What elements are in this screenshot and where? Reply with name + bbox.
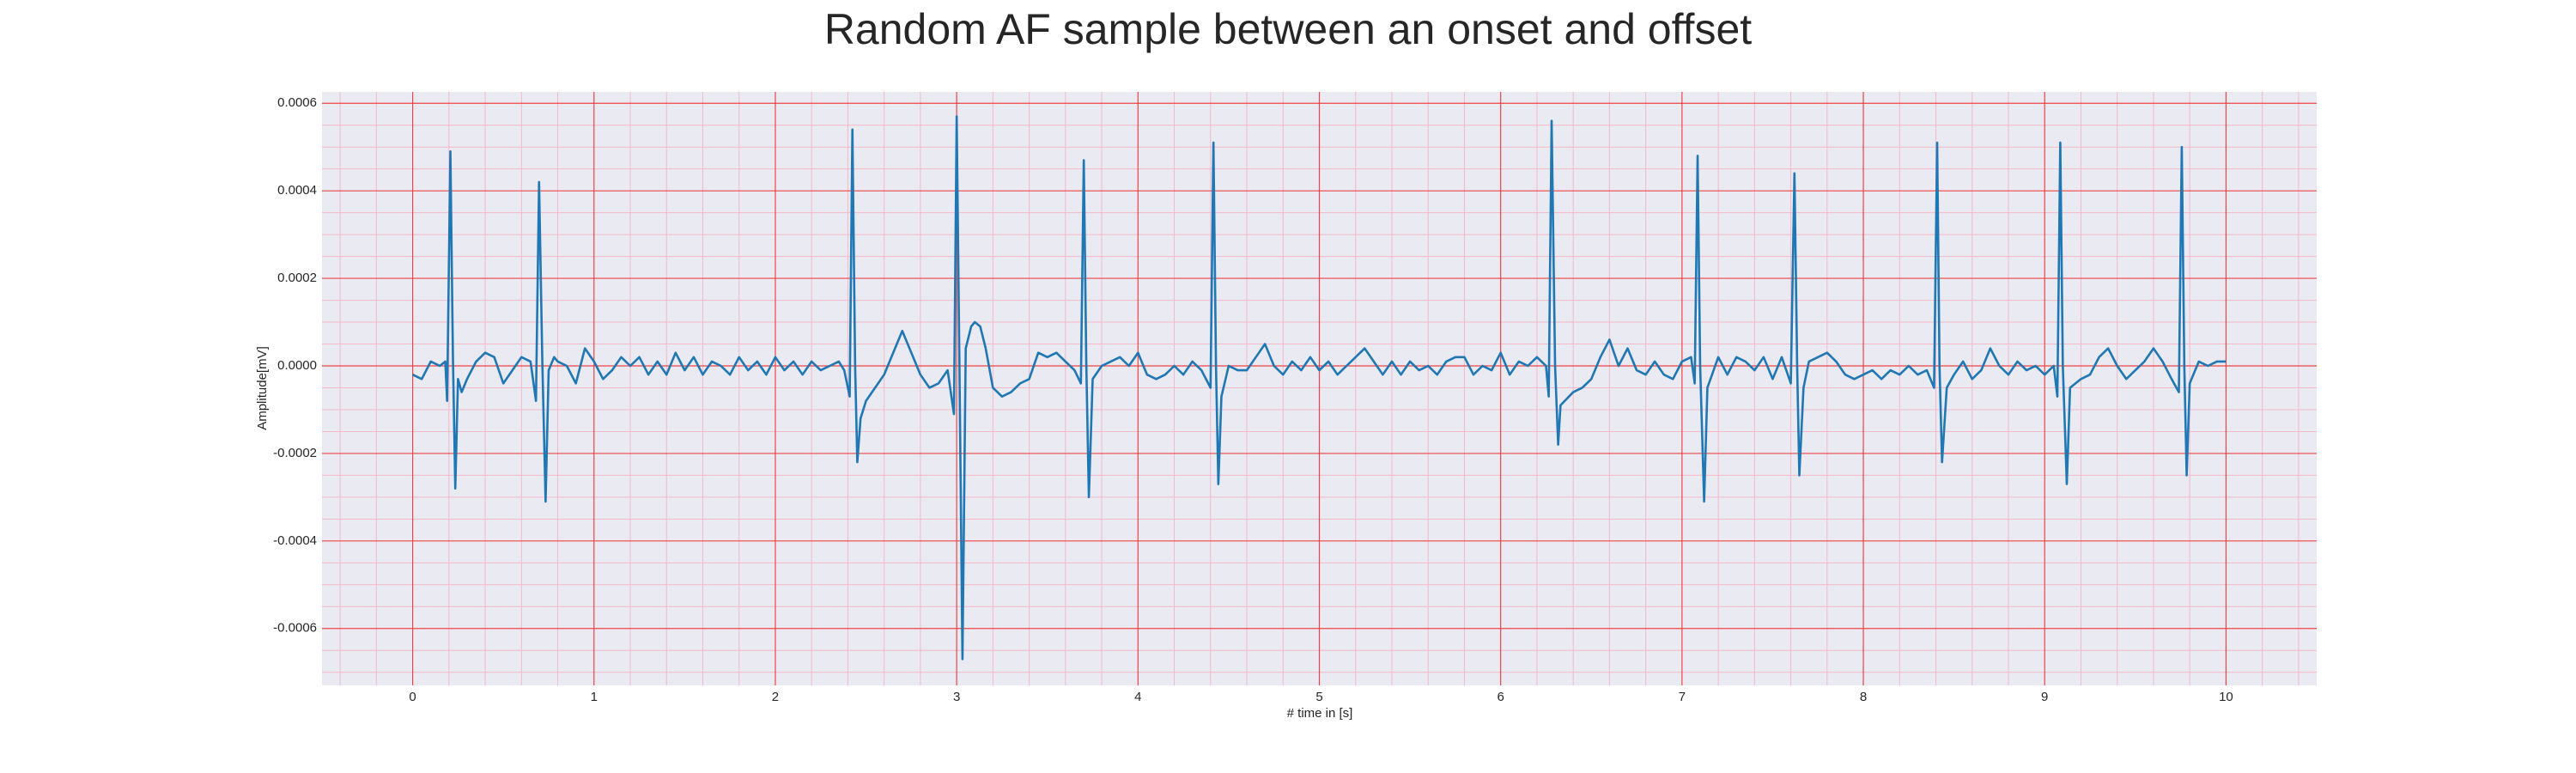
x-tick-label: 4 xyxy=(1134,690,1141,704)
y-tick-label: 0.0000 xyxy=(277,358,317,373)
x-tick-label: 9 xyxy=(2041,690,2048,704)
y-tick-label: 0.0002 xyxy=(277,271,317,285)
x-tick-label: 3 xyxy=(953,690,960,704)
y-axis-label: Amplitude[mV] xyxy=(255,346,270,430)
grid xyxy=(322,92,2317,685)
x-tick-label: 6 xyxy=(1498,690,1504,704)
x-tick-label: 2 xyxy=(772,690,779,704)
signal-line xyxy=(412,115,2227,660)
labels: 0 1 2 3 4 5 6 7 8 9 10 0.0006 0.0004 0.0002 0.0000 -0.0… xyxy=(273,95,2233,704)
x-axis-label: # time in [s] xyxy=(1287,706,1353,721)
x-tick-label: 5 xyxy=(1315,690,1322,704)
marks xyxy=(412,115,2227,660)
x-tick-label: 10 xyxy=(2219,690,2233,704)
chart-title: Random AF sample between an onset and of… xyxy=(824,5,1752,53)
y-tick-label: -0.0004 xyxy=(273,533,317,548)
x-tick-label: 7 xyxy=(1679,690,1686,704)
y-tick-label: -0.0002 xyxy=(273,446,317,460)
x-tick-label: 8 xyxy=(1860,690,1867,704)
y-tick-label: -0.0006 xyxy=(273,621,317,636)
x-tick-label: 0 xyxy=(409,690,416,704)
y-tick-label: 0.0006 xyxy=(277,95,317,110)
x-tick-label: 1 xyxy=(591,690,598,704)
y-tick-label: 0.0004 xyxy=(277,183,317,198)
